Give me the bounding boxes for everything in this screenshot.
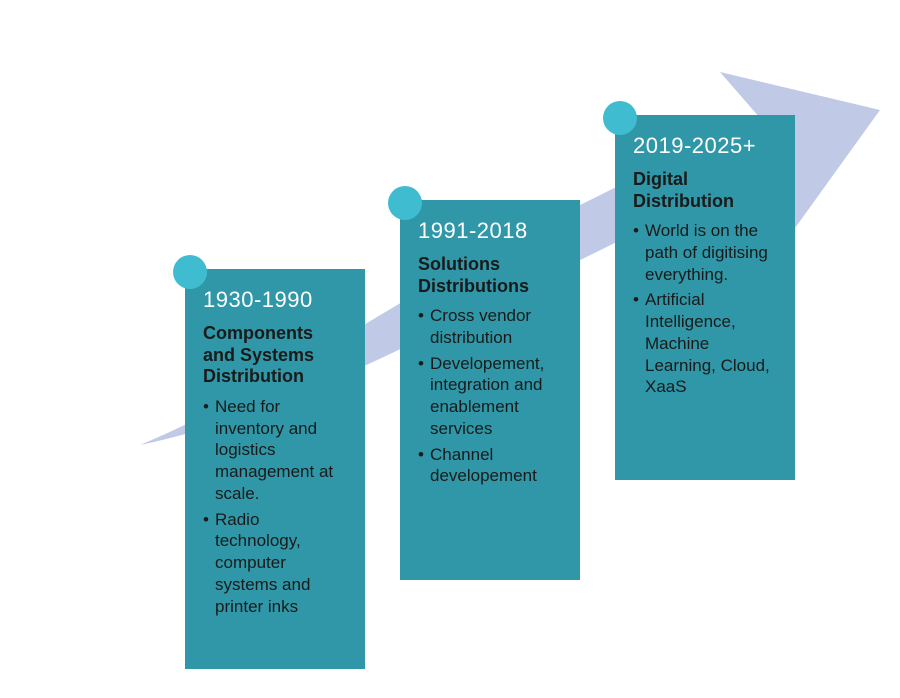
era-card-1: 1930-1990 Components and Systems Distrib… bbox=[185, 269, 365, 669]
era-dot-3 bbox=[603, 101, 637, 135]
era-range-3: 2019-2025+ bbox=[633, 133, 777, 159]
bullet: Artificial Intelligence, Machine Learnin… bbox=[633, 289, 777, 398]
era-range-1: 1930-1990 bbox=[203, 287, 347, 313]
bullet: Channel developement bbox=[418, 444, 562, 488]
era-dot-1 bbox=[173, 255, 207, 289]
era-bullets-3: World is on the path of digitising every… bbox=[633, 220, 777, 398]
era-title-2: Solutions Distributions bbox=[418, 254, 562, 297]
era-range-2: 1991-2018 bbox=[418, 218, 562, 244]
era-title-1: Components and Systems Distribution bbox=[203, 323, 347, 388]
bullet: World is on the path of digitising every… bbox=[633, 220, 777, 285]
era-card-3: 2019-2025+ Digital Distribution World is… bbox=[615, 115, 795, 480]
era-bullets-1: Need for inventory and logistics managem… bbox=[203, 396, 347, 618]
bullet: Radio technology, computer systems and p… bbox=[203, 509, 347, 618]
timeline-infographic: 1930-1990 Components and Systems Distrib… bbox=[0, 0, 900, 698]
bullet: Need for inventory and logistics managem… bbox=[203, 396, 347, 505]
era-title-3: Digital Distribution bbox=[633, 169, 777, 212]
era-bullets-2: Cross vendor distribution Developement, … bbox=[418, 305, 562, 487]
era-dot-2 bbox=[388, 186, 422, 220]
bullet: Developement, integration and enablement… bbox=[418, 353, 562, 440]
bullet: Cross vendor distribution bbox=[418, 305, 562, 349]
era-card-2: 1991-2018 Solutions Distributions Cross … bbox=[400, 200, 580, 580]
